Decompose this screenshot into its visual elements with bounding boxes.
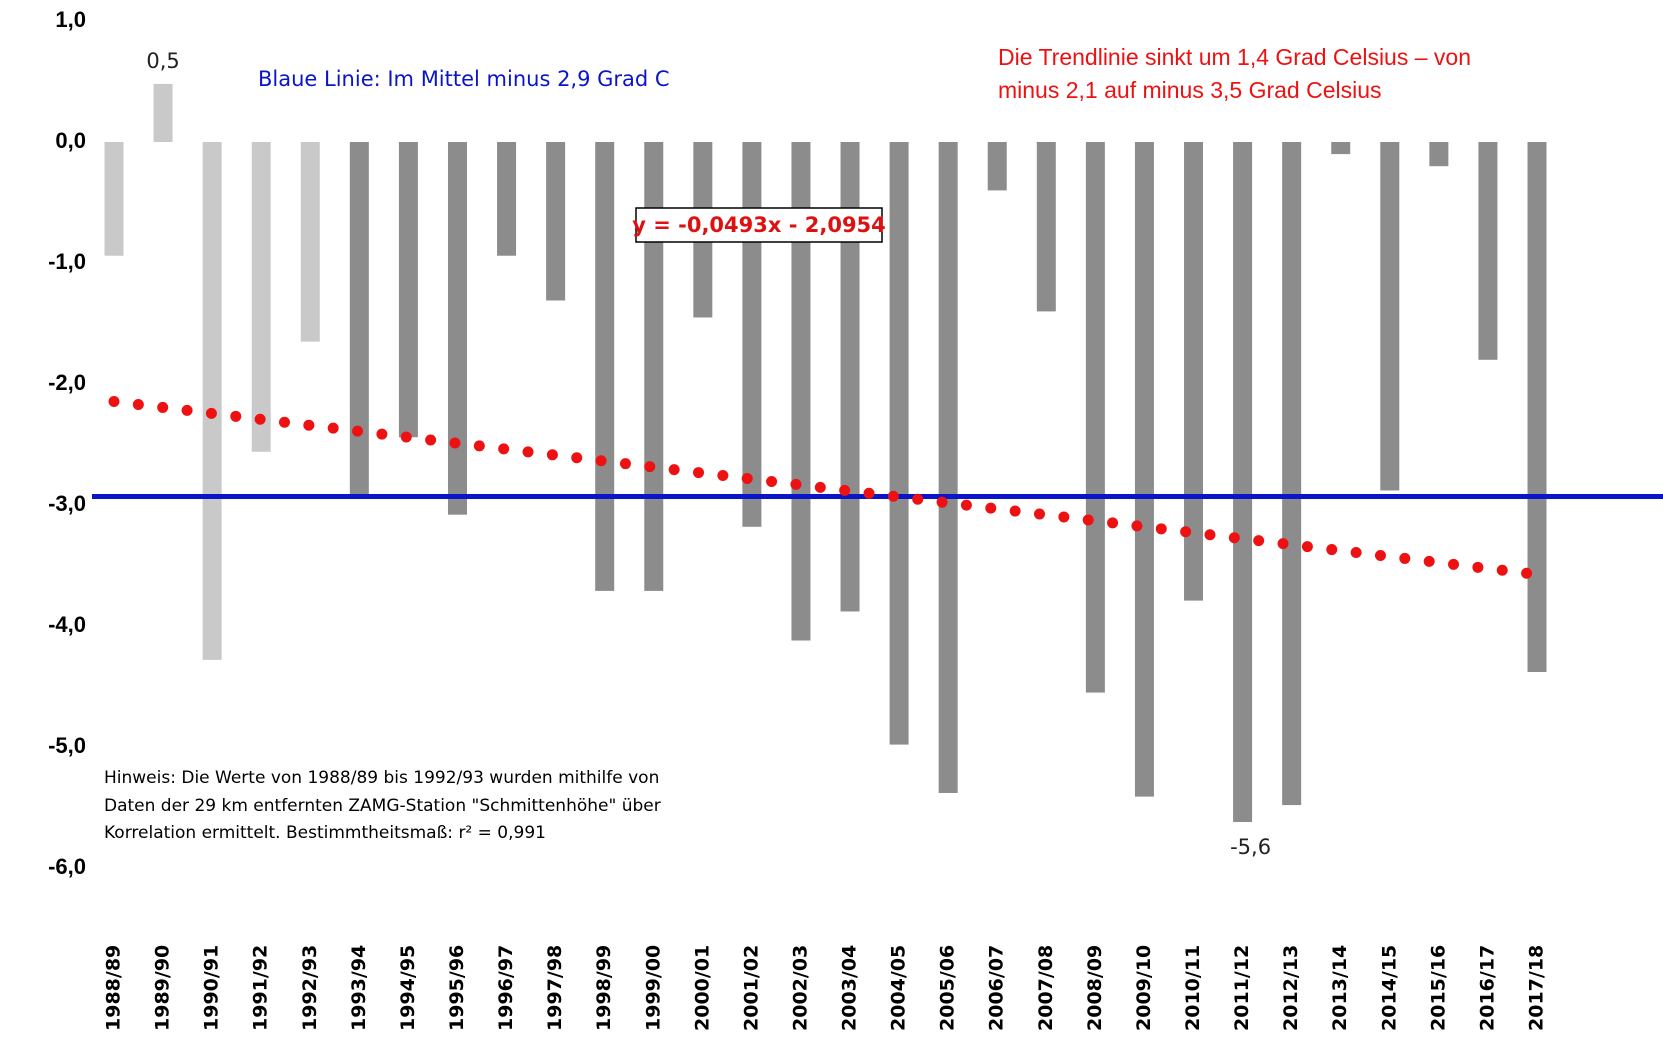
x-tick-label: 1997/98 xyxy=(544,945,566,1031)
bar xyxy=(1380,142,1400,491)
x-tick-label: 2012/13 xyxy=(1280,945,1302,1031)
x-tick-label: 2000/01 xyxy=(691,945,713,1031)
data-label: 0,5 xyxy=(146,49,179,73)
note: Korrelation ermittelt. Bestimmtheitsmaß:… xyxy=(104,823,546,843)
bar xyxy=(1429,142,1449,167)
bar xyxy=(1527,142,1547,672)
y-tick-label: 0,0 xyxy=(55,128,86,153)
note: Hinweis: Die Werte von 1988/89 bis 1992/… xyxy=(104,768,659,788)
x-tick-label: 2014/15 xyxy=(1378,945,1400,1031)
x-tick-label: 1994/95 xyxy=(397,945,419,1031)
equation: y = -0,0493x - 2,0954 xyxy=(632,213,886,237)
x-tick-label: 2011/12 xyxy=(1231,945,1253,1031)
x-tick-label: 2013/14 xyxy=(1329,945,1351,1031)
x-tick-label: 2015/16 xyxy=(1427,945,1449,1031)
bar xyxy=(1134,142,1154,797)
x-tick-label: 2010/11 xyxy=(1182,945,1204,1031)
trend-annotation: Die Trendlinie sinkt um 1,4 Grad Celsius… xyxy=(998,44,1471,70)
bar xyxy=(1331,142,1351,155)
x-tick-label: 1993/94 xyxy=(348,945,370,1031)
x-tick-label: 2016/17 xyxy=(1476,945,1498,1031)
bar xyxy=(595,142,615,591)
bar xyxy=(153,83,173,142)
bar xyxy=(1282,142,1302,806)
y-tick-label: 1,0 xyxy=(55,7,86,32)
y-tick-label: -3,0 xyxy=(48,491,86,516)
bar xyxy=(938,142,958,793)
y-tick-label: -5,0 xyxy=(48,733,86,758)
x-tick-label: 2005/06 xyxy=(937,945,959,1031)
bar xyxy=(546,142,566,301)
x-tick-label: 1992/93 xyxy=(299,945,321,1031)
bar xyxy=(791,142,811,641)
y-tick-label: -2,0 xyxy=(48,370,86,395)
bar xyxy=(1085,142,1105,693)
x-tick-label: 1999/00 xyxy=(642,945,664,1031)
bar xyxy=(987,142,1007,191)
x-tick-label: 2002/03 xyxy=(789,945,811,1031)
x-tick-label: 2009/10 xyxy=(1133,945,1155,1031)
x-tick-label: 2007/08 xyxy=(1035,945,1057,1031)
x-tick-label: 2017/18 xyxy=(1526,945,1548,1031)
bar xyxy=(889,142,909,745)
trend-line xyxy=(108,396,1543,581)
mean-annotation: Blaue Linie: Im Mittel minus 2,9 Grad C xyxy=(258,67,670,91)
x-tick-label: 2006/07 xyxy=(986,945,1008,1031)
x-tick-label: 1998/99 xyxy=(593,945,615,1031)
equation-box xyxy=(635,207,883,243)
x-tick-label: 1989/90 xyxy=(152,945,174,1031)
bar xyxy=(1478,142,1498,360)
x-tick-label: 2004/05 xyxy=(888,945,910,1031)
y-tick-label: -1,0 xyxy=(48,249,86,274)
bar xyxy=(1233,142,1253,823)
x-tick-label: 2001/02 xyxy=(740,945,762,1031)
x-tick-label: 1996/97 xyxy=(495,945,517,1031)
bar xyxy=(447,142,467,515)
bar xyxy=(1184,142,1204,601)
bar xyxy=(104,142,124,256)
data-label: -5,6 xyxy=(1230,835,1271,859)
x-tick-label: 2003/04 xyxy=(839,945,861,1031)
bar xyxy=(497,142,517,256)
x-tick-label: 1990/91 xyxy=(201,945,223,1031)
bar xyxy=(1036,142,1056,312)
bar xyxy=(300,142,320,342)
x-tick-label: 1995/96 xyxy=(446,945,468,1031)
bar xyxy=(398,142,418,438)
note: Daten der 29 km entfernten ZAMG-Station … xyxy=(104,796,661,816)
y-tick-label: -6,0 xyxy=(48,854,86,879)
bar xyxy=(202,142,222,660)
y-tick-label: -4,0 xyxy=(48,612,86,637)
bar xyxy=(742,142,762,527)
trend-annotation: minus 2,1 auf minus 3,5 Grad Celsius xyxy=(998,77,1382,103)
bar xyxy=(251,142,271,452)
bar xyxy=(349,142,369,498)
bar xyxy=(644,142,664,591)
x-tick-label: 1991/92 xyxy=(250,945,272,1031)
x-tick-label: 2008/09 xyxy=(1084,945,1106,1031)
x-tick-label: 1988/89 xyxy=(103,945,125,1031)
